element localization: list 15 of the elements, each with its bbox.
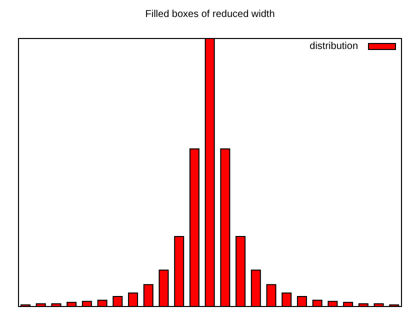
bar bbox=[189, 148, 200, 307]
bar bbox=[143, 284, 154, 307]
bar bbox=[282, 292, 292, 307]
bar bbox=[204, 38, 215, 307]
bar bbox=[128, 292, 138, 307]
legend-label: distribution bbox=[310, 41, 358, 52]
bar bbox=[158, 270, 169, 307]
bar bbox=[236, 236, 246, 307]
bar bbox=[112, 296, 123, 307]
bar bbox=[266, 284, 276, 307]
chart-title: Filled boxes of reduced width bbox=[144, 9, 276, 20]
bar bbox=[220, 148, 230, 307]
bar bbox=[174, 236, 184, 307]
bar bbox=[250, 270, 261, 307]
bar bbox=[296, 296, 307, 307]
